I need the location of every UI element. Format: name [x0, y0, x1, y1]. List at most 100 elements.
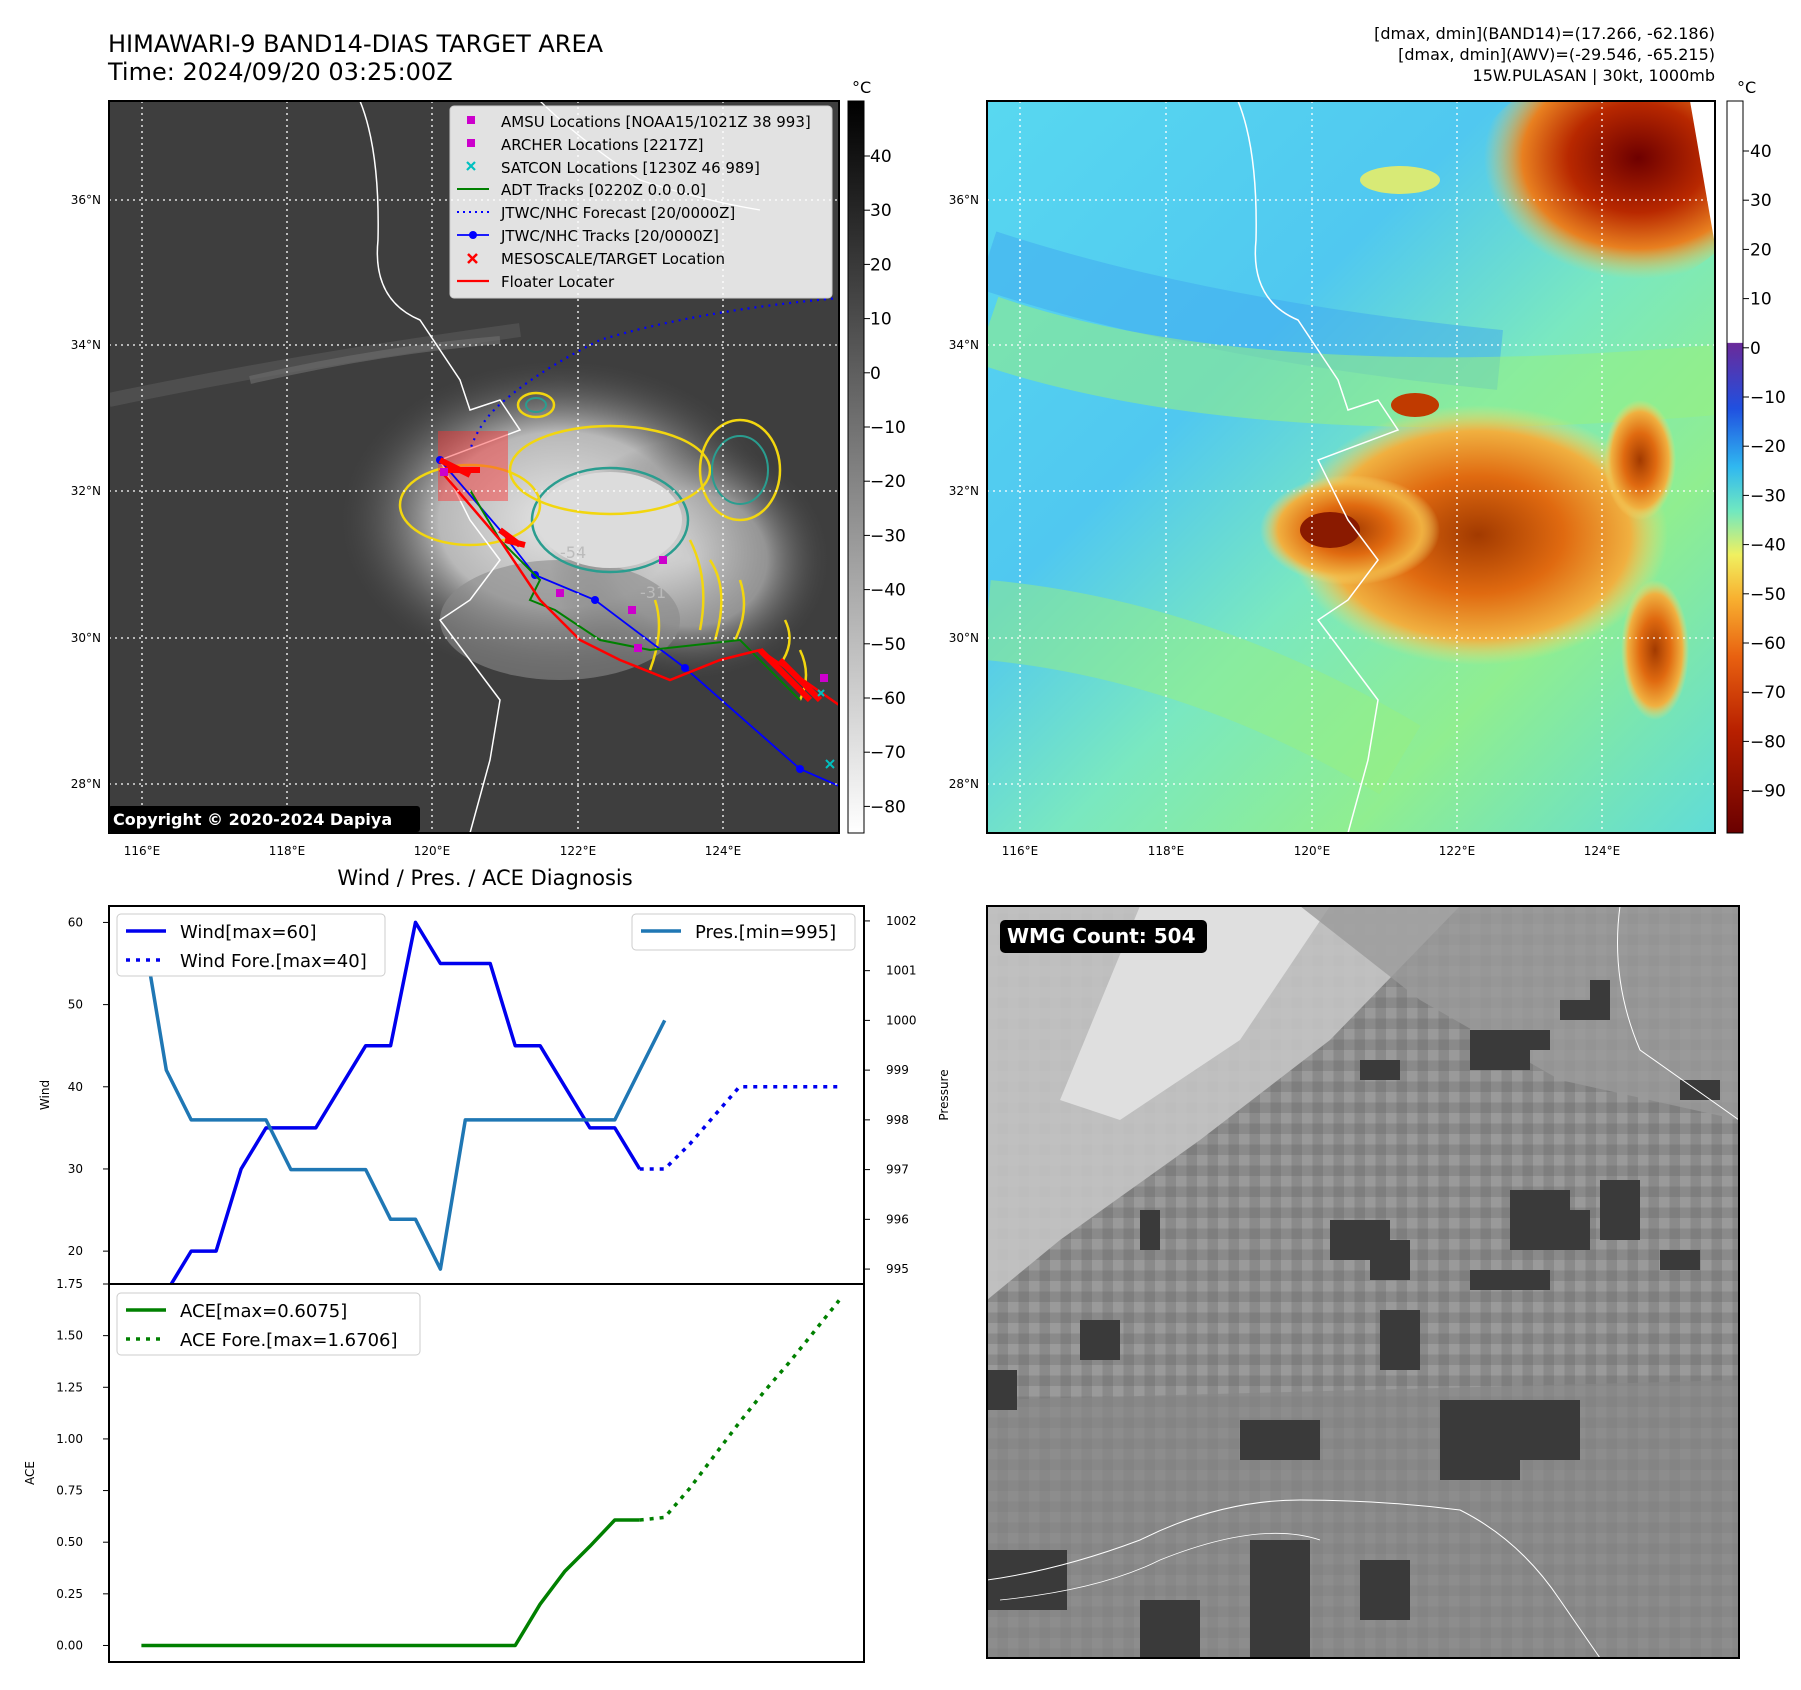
awv-panel-frame [986, 100, 1716, 834]
ir-panel-frame [108, 100, 840, 834]
awv-colorbar-tick: 0 [1750, 339, 1761, 359]
wmg-count: WMG Count: 504 [1007, 924, 1196, 948]
ir-colorbar-tick: −50 [870, 635, 906, 655]
legend-floater: Floater Locater [501, 273, 615, 291]
awv-gridlines [987, 101, 1715, 833]
awv-colorbar-tick: −90 [1750, 782, 1786, 802]
copyright-text: Copyright © 2020-2024 Dapiya [113, 810, 392, 829]
ir-lon-tick: 116°E [124, 844, 161, 858]
awv-lat-tick: 36°N [949, 193, 979, 207]
series-wind-line [141, 920, 642, 1294]
awv-colorbar-tick: −80 [1750, 732, 1786, 752]
ir-colorbar-tick: 20 [870, 255, 892, 275]
ir-colorbar-tick: 10 [870, 310, 892, 330]
awv-lat-tick: 28°N [949, 777, 979, 791]
diagnosis-title: Wind / Pres. / ACE Diagnosis [337, 866, 632, 890]
ir-colorbar-tick: 30 [870, 201, 892, 221]
legend-ace: ACE[max=0.6075] [180, 1301, 347, 1322]
legend-track: JTWC/NHC Tracks [20/0000Z] [500, 227, 719, 245]
legend-pres: Pres.[min=995] [695, 922, 836, 943]
awv-colorbar-tick: −70 [1750, 683, 1786, 703]
ace-tick: 0.50 [56, 1535, 83, 1549]
wind-tick: 20 [68, 1244, 83, 1258]
awv-colorbar-tick: 10 [1750, 290, 1772, 310]
ir-lat-tick: 28°N [71, 777, 101, 791]
ir-cold-top [538, 472, 682, 568]
ir-lat-tick: 32°N [71, 484, 101, 498]
awv-colorbar-unit: °C [1737, 78, 1756, 97]
legend-archer-marker [467, 139, 475, 147]
awv-colorbar-tick: −60 [1750, 634, 1786, 654]
legend-satcon: SATCON Locations [1230Z 46 989] [501, 159, 760, 177]
ir-colorbar-tick: 40 [870, 147, 892, 167]
series-wind-fore-line [639, 1085, 840, 1171]
ir-lat-tick: 30°N [71, 631, 101, 645]
floater-track [439, 469, 839, 707]
ir-panel: -54 -31 Copyright [71, 78, 906, 858]
awv-lon-tick: 122°E [1439, 844, 1476, 858]
pressure-tick: 1001 [886, 964, 917, 978]
awv-colorbar-tick: 30 [1750, 191, 1772, 211]
wmg-panel: WMG Count: 504 [986, 905, 1740, 1659]
ir-lon-tick: 120°E [414, 844, 451, 858]
dmax-band14: [dmax, dmin](BAND14)=(17.266, -62.186) [1374, 24, 1715, 43]
satcon-markers [817, 689, 835, 769]
legend-forecast: JTWC/NHC Forecast [20/0000Z] [500, 204, 735, 222]
awv-colorbar-tick: 20 [1750, 240, 1772, 260]
pressure-tick: 1002 [886, 914, 917, 928]
awv-lat-tick: 32°N [949, 484, 979, 498]
ace-tick: 1.50 [56, 1329, 83, 1343]
awv-colorbar-tick: −40 [1750, 536, 1786, 556]
amsu-archer-markers [440, 468, 828, 682]
ir-colorbar: °C 40 30 20 10 0 −10 −20 −30 −40 −50 −60 −70 −80 [847, 78, 906, 834]
ace-ticks: 0.00 0.25 0.50 0.75 1.00 1.25 1.50 1.75 [56, 1277, 109, 1652]
ir-lon-ticks: 116°E 118°E 120°E 122°E 124°E [124, 844, 742, 858]
pressure-tick: 997 [886, 1163, 909, 1177]
awv-colorbar-tick: 40 [1750, 142, 1772, 162]
ir-colorbar-tick: −40 [870, 581, 906, 601]
ace-lines [141, 1299, 841, 1648]
wmg-panel-frame [986, 905, 1740, 1659]
awv-lon-tick: 116°E [1002, 844, 1039, 858]
ace-tick: 1.25 [56, 1380, 83, 1394]
pressure-tick: 999 [886, 1063, 909, 1077]
pres-legend: Pres.[min=995] [631, 913, 856, 951]
ace-tick: 0.25 [56, 1587, 83, 1601]
wind-ticks: 20 30 40 50 60 [68, 915, 109, 1258]
wind-tick: 60 [68, 915, 83, 929]
ir-coastline [359, 101, 522, 833]
wind-axis-label: Wind [38, 1080, 52, 1110]
ace-tick: 0.75 [56, 1484, 83, 1498]
awv-cold-cloud [1288, 405, 1668, 665]
ir-lon-tick: 124°E [705, 844, 742, 858]
ir-lat-tick: 34°N [71, 338, 101, 352]
awv-lon-tick: 124°E [1584, 844, 1621, 858]
wmg-count-badge [1000, 920, 1207, 953]
legend-ace-fore: ACE Fore.[max=1.6706] [180, 1330, 398, 1351]
awv-coastline [1237, 101, 1400, 833]
ir-colorbar-tick: −60 [870, 689, 906, 709]
awv-colorbar-tick: −30 [1750, 486, 1786, 506]
awv-colorbar-tick: −50 [1750, 585, 1786, 605]
legend-wind: Wind[max=60] [180, 922, 317, 943]
storm-info: 15W.PULASAN | 30kt, 1000mb [1473, 66, 1715, 85]
pressure-tick: 1000 [886, 1013, 917, 1027]
dmax-awv: [dmax, dmin](AWV)=(-29.546, -65.215) [1398, 45, 1715, 64]
series-pres-line [139, 920, 667, 1271]
awv-colorbar: °C 40 30 20 10 0 −10 −20 −30 −40 −50 −60 −70 −80 −90 [1726, 78, 1786, 834]
ir-gridlines [109, 101, 839, 833]
legend-target-marker [467, 253, 478, 264]
copyright-badge [108, 806, 420, 832]
awv-lon-tick: 120°E [1294, 844, 1331, 858]
series-ace-fore-line [639, 1299, 841, 1522]
legend-amsu-marker [467, 116, 475, 124]
ir-colorbar-tick: −30 [870, 526, 906, 546]
ace-tick: 0.00 [56, 1638, 83, 1652]
ir-lon-tick: 118°E [269, 844, 306, 858]
awv-lat-tick: 34°N [949, 338, 979, 352]
awv-lat-ticks: 28°N 30°N 32°N 34°N 36°N [949, 193, 979, 791]
contour-label-54: -54 [560, 543, 586, 562]
ace-tick: 1.75 [56, 1277, 83, 1291]
adt-track [469, 489, 801, 701]
